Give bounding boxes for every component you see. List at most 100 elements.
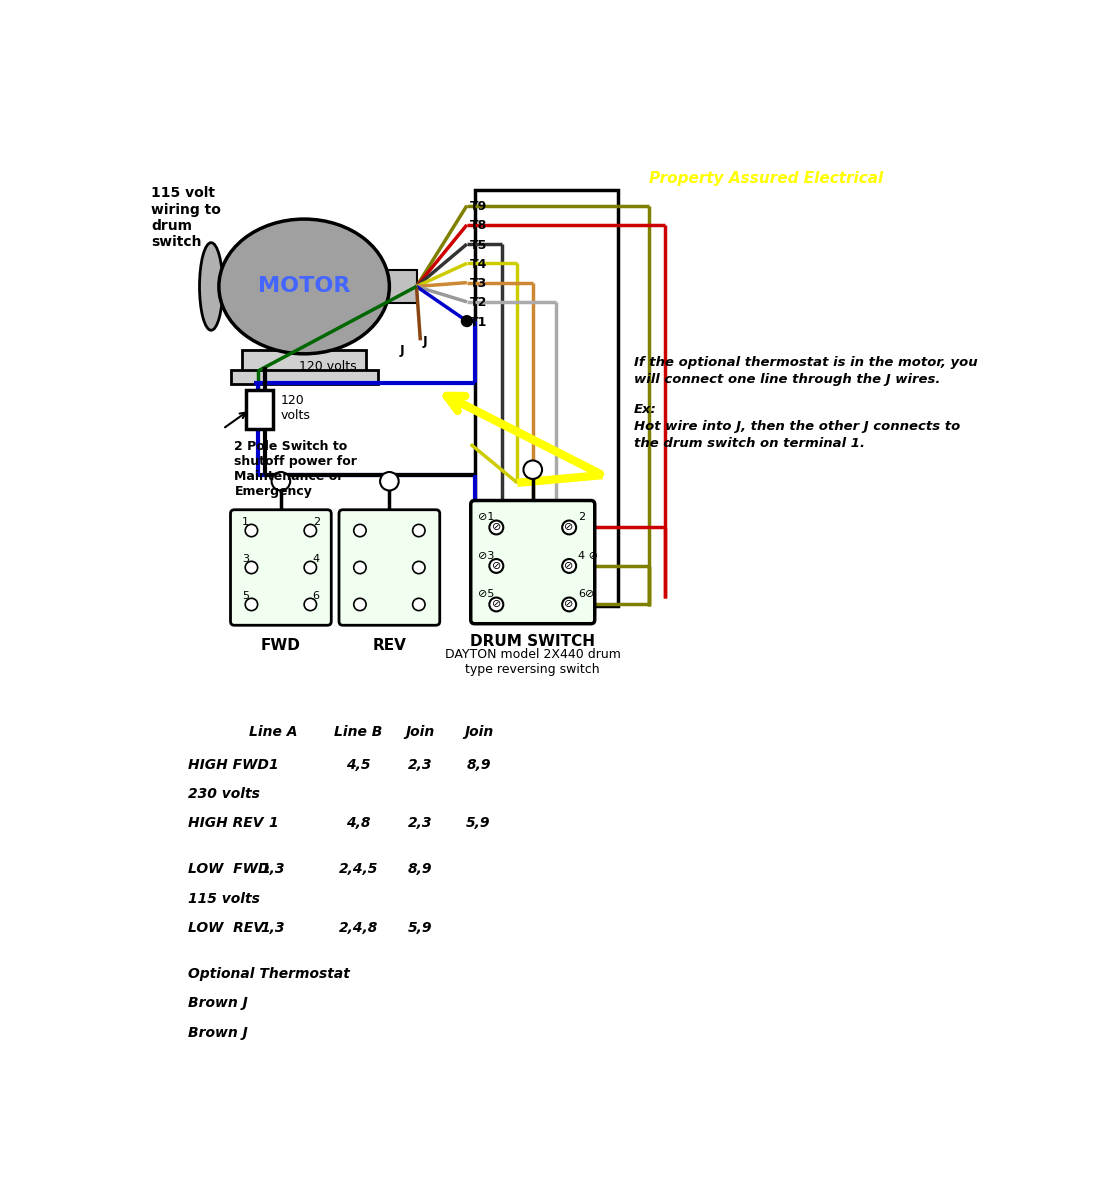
Text: 1: 1 bbox=[268, 816, 278, 830]
Bar bbox=[231, 371, 377, 384]
Text: Brown J: Brown J bbox=[188, 996, 248, 1010]
Text: 1: 1 bbox=[268, 757, 278, 772]
Text: DRUM SWITCH: DRUM SWITCH bbox=[471, 634, 595, 649]
Text: HIGH REV: HIGH REV bbox=[188, 816, 263, 830]
Text: Line A: Line A bbox=[249, 725, 297, 739]
Text: will connect one line through the J wires.: will connect one line through the J wire… bbox=[634, 373, 939, 386]
Circle shape bbox=[381, 472, 398, 491]
FancyBboxPatch shape bbox=[231, 510, 331, 625]
Text: 115 volt
wiring to
drum
switch: 115 volt wiring to drum switch bbox=[152, 186, 221, 248]
Circle shape bbox=[304, 562, 317, 574]
Circle shape bbox=[490, 559, 504, 572]
Text: HIGH FWD: HIGH FWD bbox=[188, 757, 268, 772]
Text: 1,3: 1,3 bbox=[261, 863, 285, 876]
Text: ⊘5: ⊘5 bbox=[478, 589, 495, 599]
Text: 120 volts: 120 volts bbox=[298, 360, 356, 373]
Text: DAYTON model 2X440 drum
type reversing switch: DAYTON model 2X440 drum type reversing s… bbox=[444, 648, 620, 676]
Text: T5: T5 bbox=[470, 239, 487, 252]
Text: Brown J: Brown J bbox=[188, 1026, 248, 1039]
Text: Hot wire into J, then the other J connects to: Hot wire into J, then the other J connec… bbox=[634, 420, 959, 433]
Circle shape bbox=[272, 472, 290, 491]
Ellipse shape bbox=[219, 220, 389, 354]
Text: 2: 2 bbox=[312, 517, 320, 527]
Text: MOTOR: MOTOR bbox=[257, 276, 350, 296]
Text: ⊘: ⊘ bbox=[564, 560, 574, 571]
Circle shape bbox=[245, 562, 257, 574]
Circle shape bbox=[354, 562, 366, 574]
Text: 5,9: 5,9 bbox=[408, 920, 432, 935]
Circle shape bbox=[562, 598, 576, 611]
Text: LOW  FWD: LOW FWD bbox=[188, 863, 270, 876]
Text: 8,9: 8,9 bbox=[408, 863, 432, 876]
Text: Optional Thermostat: Optional Thermostat bbox=[188, 967, 350, 982]
Text: 4,5: 4,5 bbox=[346, 757, 371, 772]
Bar bbox=[385, 270, 417, 304]
Text: If the optional thermostat is in the motor, you: If the optional thermostat is in the mot… bbox=[634, 355, 977, 368]
Text: 1,3: 1,3 bbox=[261, 920, 285, 935]
Text: J: J bbox=[422, 335, 427, 348]
Text: T2: T2 bbox=[470, 296, 487, 310]
Bar bbox=[474, 190, 618, 606]
Text: ⊘: ⊘ bbox=[564, 600, 574, 610]
Text: ⊘1: ⊘1 bbox=[478, 512, 495, 522]
Text: ⊘: ⊘ bbox=[492, 560, 500, 571]
Text: Ex:: Ex: bbox=[634, 403, 657, 415]
Circle shape bbox=[304, 524, 317, 536]
Text: 2 Pole Switch to
shutoff power for
Maintenance or
Emergency: 2 Pole Switch to shutoff power for Maint… bbox=[234, 440, 358, 498]
Circle shape bbox=[354, 599, 366, 611]
Text: T4: T4 bbox=[470, 258, 487, 271]
Circle shape bbox=[412, 599, 425, 611]
Text: Line B: Line B bbox=[334, 725, 383, 739]
Text: 6⊘: 6⊘ bbox=[579, 589, 595, 599]
Circle shape bbox=[245, 599, 257, 611]
Text: 4 ⊘: 4 ⊘ bbox=[579, 551, 598, 560]
Text: T1: T1 bbox=[470, 316, 487, 329]
Text: Join: Join bbox=[406, 725, 434, 739]
Text: ⊘: ⊘ bbox=[492, 522, 500, 533]
Circle shape bbox=[524, 461, 542, 479]
Text: 2,3: 2,3 bbox=[408, 816, 432, 830]
Circle shape bbox=[412, 524, 425, 536]
Text: REV: REV bbox=[373, 638, 406, 653]
Text: 2,4,5: 2,4,5 bbox=[339, 863, 378, 876]
Text: 2,4,8: 2,4,8 bbox=[339, 920, 378, 935]
Text: 4,8: 4,8 bbox=[346, 816, 371, 830]
Text: T9: T9 bbox=[470, 200, 487, 214]
Text: the drum switch on terminal 1.: the drum switch on terminal 1. bbox=[634, 437, 865, 450]
Circle shape bbox=[412, 562, 425, 574]
Text: 3: 3 bbox=[242, 553, 249, 564]
Text: ⊘3: ⊘3 bbox=[478, 551, 495, 560]
Text: FWD: FWD bbox=[261, 638, 300, 653]
Circle shape bbox=[462, 316, 472, 326]
Circle shape bbox=[354, 524, 366, 536]
Text: 1: 1 bbox=[242, 517, 249, 527]
Bar bbox=[242, 349, 366, 373]
Circle shape bbox=[562, 521, 576, 534]
Text: 5,9: 5,9 bbox=[466, 816, 491, 830]
Text: 2: 2 bbox=[579, 512, 585, 522]
Text: ⊘: ⊘ bbox=[564, 522, 574, 533]
Circle shape bbox=[304, 599, 317, 611]
Text: Property Assured Electrical: Property Assured Electrical bbox=[649, 170, 883, 186]
Text: 230 volts: 230 volts bbox=[188, 787, 260, 800]
Circle shape bbox=[245, 524, 257, 536]
Text: 5: 5 bbox=[242, 590, 249, 601]
Bar bbox=[246, 390, 273, 428]
Text: T8: T8 bbox=[470, 220, 487, 233]
Circle shape bbox=[490, 598, 504, 611]
Text: Join: Join bbox=[464, 725, 493, 739]
Text: 120
volts: 120 volts bbox=[280, 395, 310, 422]
Text: 4: 4 bbox=[312, 553, 320, 564]
Text: LOW  REV: LOW REV bbox=[188, 920, 264, 935]
Text: 115 volts: 115 volts bbox=[188, 892, 260, 906]
Text: J: J bbox=[399, 344, 404, 358]
Text: 8,9: 8,9 bbox=[466, 757, 491, 772]
Text: ⊘: ⊘ bbox=[492, 600, 500, 610]
Ellipse shape bbox=[199, 242, 222, 330]
FancyBboxPatch shape bbox=[471, 500, 595, 624]
FancyBboxPatch shape bbox=[339, 510, 440, 625]
Text: T3: T3 bbox=[470, 277, 487, 290]
Text: 6: 6 bbox=[312, 590, 320, 601]
Circle shape bbox=[490, 521, 504, 534]
Text: 2,3: 2,3 bbox=[408, 757, 432, 772]
